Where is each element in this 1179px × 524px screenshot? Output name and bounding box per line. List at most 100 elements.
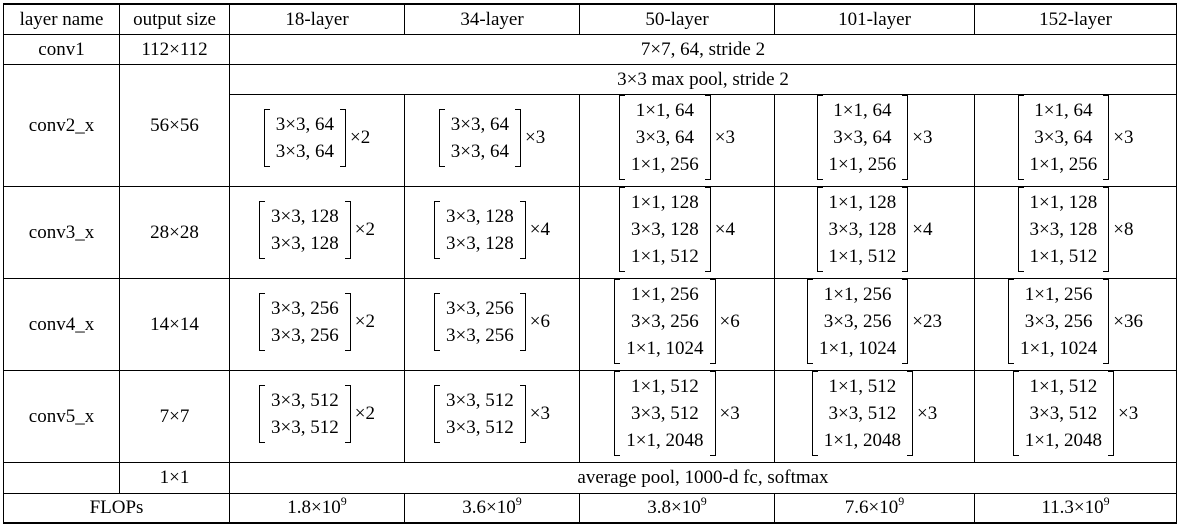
right-bracket xyxy=(1103,187,1110,272)
layer-spec: 3×3, 128 xyxy=(828,219,897,240)
left-bracket xyxy=(807,279,814,364)
layer-spec: 1×1, 512 xyxy=(631,246,699,267)
layer-spec: 1×1, 256 xyxy=(828,154,897,175)
block-group: 1×1, 512 3×3, 512 1×1, 2048 ×3 xyxy=(614,371,740,456)
block-cell: 1×1, 512 3×3, 512 1×1, 2048 ×3 xyxy=(774,370,975,463)
block-cell: 1×1, 256 3×3, 256 1×1, 1024 ×23 xyxy=(774,278,975,371)
layer-lines: 3×3, 64 3×3, 64 xyxy=(445,109,515,167)
right-bracket xyxy=(515,108,521,167)
left-bracket xyxy=(614,279,621,364)
right-bracket xyxy=(340,108,346,167)
layer-lines: 1×1, 64 3×3, 64 1×1, 256 xyxy=(1024,95,1104,180)
layer-spec: 3×3, 64 xyxy=(1034,127,1093,148)
block-cell: 3×3, 512 3×3, 512 ×2 xyxy=(229,370,405,463)
block-cell: 1×1, 64 3×3, 64 1×1, 256 ×3 xyxy=(579,94,775,187)
flops-label: FLOPs xyxy=(3,493,230,524)
block-row-conv2: 3×3, 64 3×3, 64 ×2 3×3, 64 3×3, 64 ×3 1×1, 64 3… xyxy=(4,94,1177,187)
block-cell: 1×1, 256 3×3, 256 1×1, 1024 ×36 xyxy=(974,278,1177,371)
right-bracket xyxy=(519,292,526,351)
block-row-conv4: conv4_x 14×14 3×3, 256 3×3, 256 ×2 3×3, 256… xyxy=(3,278,1177,371)
layer-lines: 1×1, 256 3×3, 256 1×1, 1024 xyxy=(1014,279,1103,364)
left-bracket xyxy=(1012,371,1019,456)
layer-spec: 1×1, 64 xyxy=(1034,100,1093,121)
repeat-count: ×4 xyxy=(529,218,550,240)
left-bracket xyxy=(263,108,270,167)
resnet-architecture-table: layer name output size 18-layer 34-layer… xyxy=(3,3,1177,524)
layer-spec: 1×1, 2048 xyxy=(1024,430,1102,451)
layer-lines: 1×1, 64 3×3, 64 1×1, 256 xyxy=(823,95,903,180)
layer-spec: 3×3, 512 xyxy=(446,389,514,411)
layer-lines: 3×3, 64 3×3, 64 xyxy=(270,109,340,167)
conv1-spec: 7×7, 64, stride 2 xyxy=(229,34,1177,65)
repeat-count: ×3 xyxy=(912,126,933,148)
block-cell: 3×3, 256 3×3, 256 ×6 xyxy=(404,278,580,371)
layer-spec: 1×1, 64 xyxy=(635,100,694,121)
block-group: 3×3, 128 3×3, 128 ×4 xyxy=(434,200,550,259)
layer-spec: 3×3, 256 xyxy=(271,297,339,319)
layer-spec: 1×1, 512 xyxy=(631,376,699,397)
right-bracket xyxy=(344,200,351,259)
layer-spec: 1×1, 512 xyxy=(1029,246,1098,267)
layer-lines: 1×1, 512 3×3, 512 1×1, 2048 xyxy=(620,371,709,456)
layer-lines: 3×3, 256 3×3, 256 xyxy=(265,293,345,351)
layer-spec: 3×3, 256 xyxy=(271,324,339,346)
layer-lines: 3×3, 256 3×3, 256 xyxy=(440,293,520,351)
layer-spec: 3×3, 256 xyxy=(446,297,514,319)
layer-lines: 1×1, 512 3×3, 512 1×1, 2048 xyxy=(818,371,907,456)
layer-spec: 3×3, 64 xyxy=(450,140,509,162)
bracket-matrix: 3×3, 64 3×3, 64 xyxy=(438,108,521,167)
flops-row: FLOPs 1.8×109 3.6×109 3.8×109 7.6×109 11.3×1… xyxy=(3,493,1177,524)
block-group: 3×3, 512 3×3, 512 ×3 xyxy=(434,384,550,443)
left-bracket xyxy=(434,292,441,351)
block-group: 1×1, 128 3×3, 128 1×1, 512 ×4 xyxy=(619,187,735,272)
pool-spec: 3×3 max pool, stride 2 xyxy=(229,64,1177,95)
left-bracket xyxy=(619,187,626,272)
left-bracket xyxy=(614,371,621,456)
right-bracket xyxy=(704,187,711,272)
flops-exponent: 9 xyxy=(898,494,905,508)
right-bracket xyxy=(1103,279,1110,364)
bracket-matrix: 1×1, 64 3×3, 64 1×1, 256 xyxy=(816,95,909,180)
layer-spec: 3×3, 256 xyxy=(631,311,699,332)
layer-name: conv2_x xyxy=(3,64,120,187)
layer-spec: 1×1, 512 xyxy=(1029,376,1098,397)
right-bracket xyxy=(902,95,909,180)
layer-name: conv3_x xyxy=(3,186,120,279)
layer-spec: 3×3, 256 xyxy=(1024,311,1093,332)
layer-lines: 1×1, 512 3×3, 512 1×1, 2048 xyxy=(1019,371,1108,456)
layer-spec: 1×1, 128 xyxy=(631,192,699,213)
layer-name: conv1 xyxy=(3,34,120,65)
block-group: 1×1, 512 3×3, 512 1×1, 2048 ×3 xyxy=(1012,371,1138,456)
layer-name: conv5_x xyxy=(3,370,120,463)
flops-exponent: 9 xyxy=(1103,494,1110,508)
flops-value: 3.8×109 xyxy=(579,493,775,524)
header-row: layer name output size 18-layer 34-layer… xyxy=(3,3,1177,35)
layer-lines: 1×1, 128 3×3, 128 1×1, 512 xyxy=(823,187,903,272)
header-cell: 101-layer xyxy=(774,3,975,35)
layer-spec: 3×3, 64 xyxy=(450,113,509,135)
right-bracket xyxy=(907,371,913,456)
layer-spec: 1×1, 256 xyxy=(631,154,699,175)
layer-lines: 3×3, 128 3×3, 128 xyxy=(440,201,520,259)
layer-lines: 3×3, 512 3×3, 512 xyxy=(440,385,520,443)
right-bracket xyxy=(1103,95,1110,180)
right-bracket xyxy=(519,384,526,443)
layer-spec: 1×1, 256 xyxy=(823,284,892,305)
layer-lines: 1×1, 256 3×3, 256 1×1, 1024 xyxy=(813,279,902,364)
left-bracket xyxy=(1008,279,1015,364)
bracket-matrix: 3×3, 256 3×3, 256 xyxy=(434,292,526,351)
block-cell: 3×3, 64 3×3, 64 ×3 xyxy=(404,94,580,187)
block-cell: 1×1, 64 3×3, 64 1×1, 256 ×3 xyxy=(974,94,1177,187)
layer-spec: 1×1, 1024 xyxy=(626,338,704,359)
layer-spec: 1×1, 512 xyxy=(828,246,897,267)
right-bracket xyxy=(344,384,351,443)
flops-value: 11.3×109 xyxy=(974,493,1177,524)
bracket-matrix: 1×1, 256 3×3, 256 1×1, 1024 xyxy=(1008,279,1110,364)
repeat-count: ×2 xyxy=(354,310,375,332)
flops-mantissa: 11.3×10 xyxy=(1041,497,1104,518)
repeat-count: ×3 xyxy=(719,402,740,424)
bracket-matrix: 1×1, 512 3×3, 512 1×1, 2048 xyxy=(811,371,913,456)
bracket-matrix: 1×1, 128 3×3, 128 1×1, 512 xyxy=(619,187,711,272)
block-cell: 1×1, 512 3×3, 512 1×1, 2048 ×3 xyxy=(974,370,1177,463)
bracket-matrix: 1×1, 64 3×3, 64 1×1, 256 xyxy=(619,95,711,180)
